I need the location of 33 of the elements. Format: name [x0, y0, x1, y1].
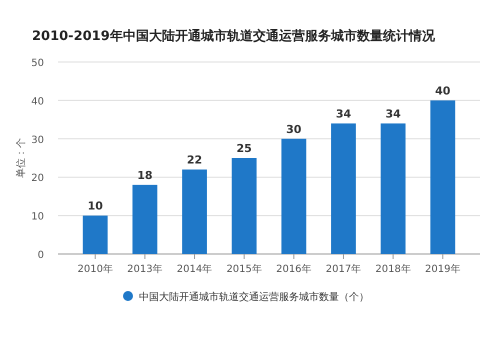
bar [380, 123, 406, 254]
data-label: 40 [435, 84, 451, 98]
y-tick-label: 30 [31, 134, 44, 146]
data-label: 25 [236, 142, 252, 155]
bar [82, 216, 108, 254]
x-tick-label: 2017年 [326, 263, 362, 275]
data-label: 18 [137, 168, 153, 182]
x-tick-label: 2019年 [425, 263, 460, 275]
legend-label: 中国大陆开通城市轨道交通运营服务城市数量（个） [139, 291, 369, 303]
x-tick-label: 2016年 [276, 263, 312, 275]
y-tick-label: 40 [31, 96, 44, 108]
y-tick-label: 50 [31, 58, 44, 69]
data-label: 34 [385, 107, 402, 120]
bar [182, 170, 207, 254]
y-axis-title: 单位：个 [15, 138, 27, 178]
data-label: 30 [286, 122, 302, 136]
x-tick-label: 2014年 [176, 263, 212, 275]
x-tick-label: 2015年 [226, 263, 262, 275]
y-tick-label: 0 [38, 250, 44, 261]
data-label: 10 [88, 200, 104, 213]
bar [331, 123, 356, 254]
x-tick-label: 2010年 [78, 263, 113, 275]
chart-title: 2010-2019年中国大陆开通城市轨道交通运营服务城市数量统计情况 [32, 28, 436, 44]
x-tick-label: 2018年 [375, 263, 411, 275]
y-tick-label: 20 [31, 173, 44, 184]
bar [281, 138, 306, 254]
data-label: 22 [186, 154, 202, 167]
x-tick-label: 2013年 [127, 263, 163, 275]
bar [132, 184, 158, 254]
y-tick-label: 10 [31, 212, 44, 223]
bar [430, 100, 456, 254]
data-label: 34 [336, 107, 352, 120]
bar [232, 158, 257, 254]
